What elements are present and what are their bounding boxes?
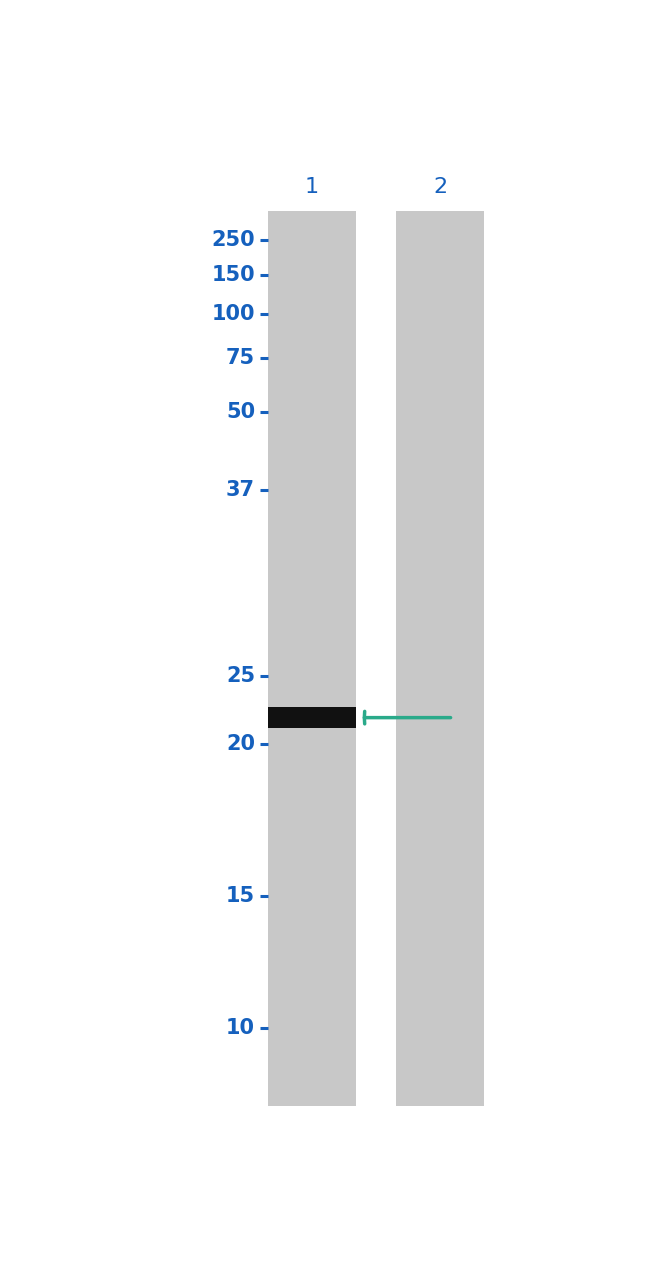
Text: 10: 10 — [226, 1017, 255, 1038]
Text: 1: 1 — [305, 177, 319, 197]
Bar — [268, 211, 356, 1106]
Text: 150: 150 — [211, 264, 255, 284]
Bar — [396, 211, 484, 1106]
Text: 20: 20 — [226, 734, 255, 754]
Text: 15: 15 — [226, 885, 255, 906]
Text: 250: 250 — [211, 230, 255, 250]
Text: 100: 100 — [211, 304, 255, 324]
Text: 50: 50 — [226, 401, 255, 422]
Text: 2: 2 — [434, 177, 447, 197]
Text: 25: 25 — [226, 665, 255, 686]
Text: 75: 75 — [226, 348, 255, 368]
Text: 37: 37 — [226, 480, 255, 500]
Bar — [268, 707, 356, 729]
